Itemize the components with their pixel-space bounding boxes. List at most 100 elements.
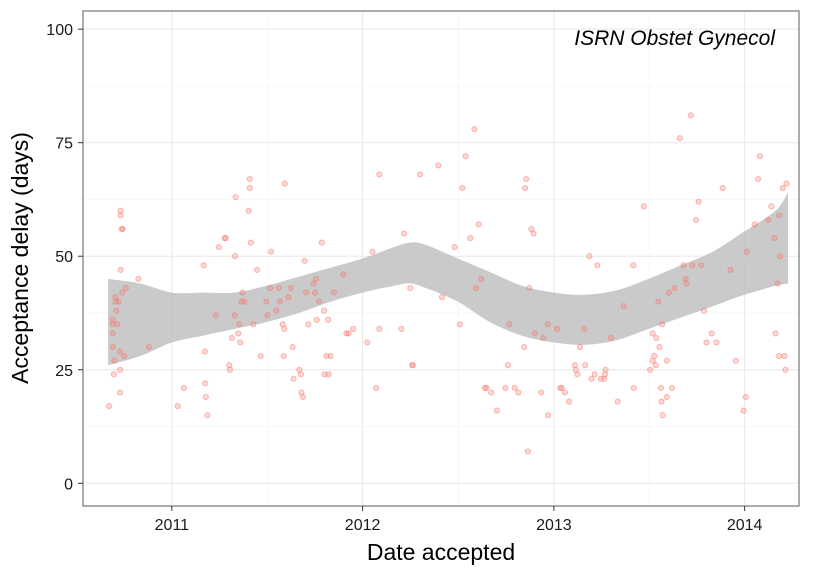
data-point [742,393,749,401]
data-point [782,366,789,373]
data-point [235,330,242,337]
data-point [117,212,124,219]
data-point [316,298,323,305]
data-point [246,175,253,183]
data-point [318,239,325,246]
data-point [305,321,312,328]
data-point [280,353,287,360]
data-point [226,362,233,369]
data-point [313,316,320,323]
data-point [250,321,257,328]
data-point [522,185,529,192]
data-point [343,330,350,337]
data-point [303,289,310,296]
data-point [323,353,330,360]
data-point [264,312,271,319]
data-point [364,339,371,346]
data-point [174,403,181,410]
data-point [287,284,295,292]
data-point [695,198,702,205]
data-point [558,384,565,391]
data-point [651,353,658,360]
data-point [122,284,129,292]
data-point [200,262,207,269]
data-point [327,353,334,360]
data-point [506,321,513,328]
data-point [289,344,296,351]
data-point [475,221,482,228]
data-point [117,207,124,214]
data-point [653,334,660,342]
data-point [222,235,229,242]
data-point [652,362,659,369]
data-point [602,371,609,378]
data-point [232,253,239,260]
data-point [649,330,656,337]
data-point [483,384,490,391]
data-point [538,389,545,396]
data-point [456,321,463,328]
data-point [117,266,124,273]
data-point [521,344,528,351]
data-point [687,112,694,119]
data-point [515,389,522,396]
data-point [771,235,778,242]
data-point [451,244,458,251]
data-point [493,407,500,414]
data-point [115,298,122,305]
data-point [594,262,601,269]
data-point [574,371,581,378]
data-point [511,384,518,391]
data-point [581,325,588,332]
data-point [117,366,124,373]
data-point [369,248,376,255]
data-point [311,289,319,296]
data-point [119,289,126,296]
data-point [553,325,561,332]
data-points [106,112,790,455]
data-point [755,175,762,183]
data-point [109,344,116,351]
data-point [350,325,357,332]
data-point [112,294,119,301]
data-point [663,393,670,401]
data-point [540,334,547,342]
data-point [630,262,637,269]
data-point [281,325,288,332]
data-point [320,307,327,314]
chart-annotation: ISRN Obstet Gynecol [574,27,776,50]
data-point [268,248,275,255]
data-point [247,239,254,246]
data-point [665,289,672,296]
y-tick-label: 25 [55,363,73,380]
data-point [781,353,788,360]
data-point [202,393,209,401]
confidence-band [108,192,789,366]
data-point [524,448,531,455]
data-point [530,230,537,237]
data-point [376,325,383,332]
data-point [267,284,274,292]
y-axis-title: Acceptance delay (days) [7,132,33,384]
data-point [523,175,530,183]
data-point [471,126,478,133]
data-point [756,153,763,160]
data-point [776,353,783,360]
data-point [398,325,405,332]
x-axis-title: Date accepted [367,539,515,565]
data-point [504,362,511,369]
data-point [330,289,337,296]
data-point [109,316,116,323]
data-point [263,298,270,305]
data-point [545,412,552,419]
data-point [671,284,678,292]
data-point [121,353,128,360]
data-point [246,185,253,192]
data-point [202,380,209,387]
data-point [253,266,261,273]
data-point [703,339,710,346]
data-point [257,353,264,360]
data-point [135,275,142,282]
data-point [325,371,332,378]
